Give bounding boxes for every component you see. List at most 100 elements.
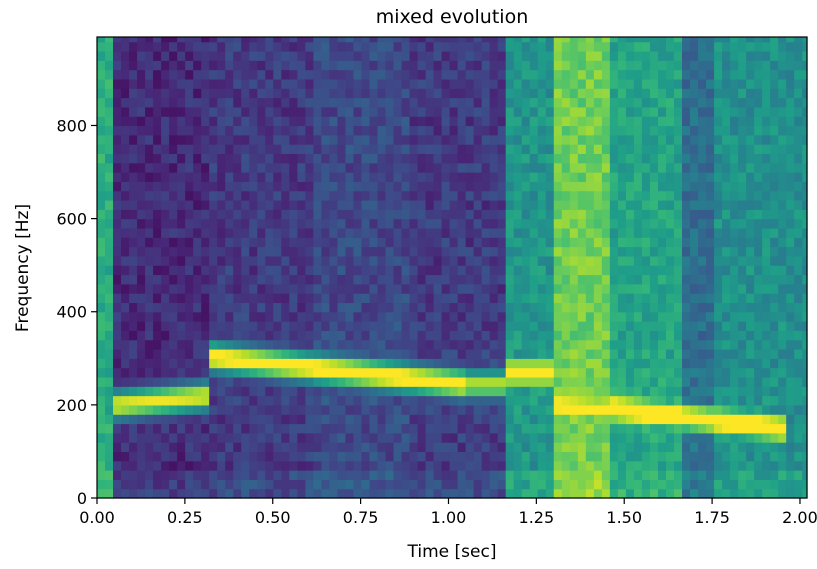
heatmap-cell bbox=[738, 311, 747, 322]
heatmap-cell bbox=[794, 311, 803, 322]
heatmap-cell bbox=[113, 209, 122, 220]
heatmap-cell bbox=[609, 153, 619, 164]
heatmap-cell bbox=[321, 274, 330, 285]
heatmap-cell bbox=[281, 404, 290, 415]
heatmap-cell bbox=[145, 330, 154, 341]
heatmap-cell bbox=[385, 348, 395, 359]
heatmap-cell bbox=[481, 144, 491, 155]
heatmap-cell bbox=[641, 283, 651, 294]
heatmap-cell bbox=[609, 423, 619, 434]
heatmap-cell bbox=[674, 153, 683, 164]
heatmap-cell bbox=[369, 265, 379, 276]
heatmap-cell bbox=[505, 116, 515, 127]
heatmap-cell bbox=[529, 451, 539, 462]
heatmap-cell bbox=[649, 460, 659, 471]
heatmap-cell bbox=[113, 78, 122, 89]
heatmap-cell bbox=[553, 78, 563, 89]
heatmap-cell bbox=[770, 88, 779, 99]
heatmap-cell bbox=[738, 125, 747, 136]
heatmap-cell bbox=[561, 395, 571, 406]
heatmap-cell bbox=[746, 88, 755, 99]
heatmap-cell bbox=[201, 199, 210, 210]
heatmap-cell bbox=[201, 218, 210, 229]
heatmap-cell bbox=[297, 125, 306, 136]
heatmap-cell bbox=[249, 246, 258, 257]
heatmap-cell bbox=[521, 190, 531, 201]
heatmap-cell bbox=[369, 488, 379, 499]
heatmap-cell bbox=[561, 144, 571, 155]
heatmap-cell bbox=[385, 237, 395, 248]
heatmap-cell bbox=[441, 41, 451, 52]
heatmap-cell bbox=[537, 404, 547, 415]
heatmap-cell bbox=[409, 460, 419, 471]
heatmap-cell bbox=[786, 451, 795, 462]
heatmap-cell bbox=[786, 153, 795, 164]
heatmap-cell bbox=[97, 432, 106, 443]
heatmap-cell bbox=[593, 311, 603, 322]
heatmap-cell bbox=[529, 116, 539, 127]
heatmap-cell bbox=[553, 274, 563, 285]
heatmap-cell bbox=[553, 246, 563, 257]
heatmap-cell bbox=[738, 367, 747, 378]
heatmap-cell bbox=[449, 218, 459, 229]
heatmap-cell bbox=[113, 172, 122, 182]
heatmap-cell bbox=[489, 237, 499, 248]
heatmap-cell bbox=[161, 227, 170, 238]
heatmap-cell bbox=[433, 246, 443, 257]
heatmap-cell bbox=[794, 358, 803, 369]
heatmap-cell bbox=[521, 227, 531, 238]
heatmap-cell bbox=[377, 442, 387, 453]
heatmap-cell bbox=[337, 451, 347, 462]
heatmap-cell bbox=[730, 395, 739, 406]
heatmap-cell bbox=[585, 432, 595, 443]
heatmap-cell bbox=[401, 321, 411, 331]
heatmap-cell bbox=[337, 321, 347, 331]
heatmap-cell bbox=[778, 414, 787, 425]
heatmap-cell bbox=[97, 423, 106, 434]
heatmap-cell bbox=[393, 488, 403, 499]
heatmap-cell bbox=[313, 265, 322, 276]
heatmap-cell bbox=[241, 488, 250, 499]
heatmap-cell bbox=[665, 181, 675, 192]
heatmap-cell bbox=[433, 88, 443, 99]
heatmap-cell bbox=[161, 50, 170, 61]
heatmap-cell bbox=[345, 414, 355, 425]
heatmap-cell bbox=[105, 153, 114, 164]
heatmap-cell bbox=[489, 199, 499, 210]
heatmap-cell bbox=[794, 181, 803, 192]
heatmap-cell bbox=[513, 451, 523, 462]
heatmap-cell bbox=[802, 302, 808, 313]
heatmap-cell bbox=[746, 162, 755, 173]
heatmap-cell bbox=[730, 274, 739, 285]
heatmap-cell bbox=[137, 460, 146, 471]
heatmap-cell bbox=[201, 358, 210, 369]
heatmap-cell bbox=[417, 69, 427, 80]
heatmap-cell bbox=[169, 432, 178, 443]
heatmap-cell bbox=[585, 209, 595, 220]
heatmap-cell bbox=[521, 321, 531, 331]
heatmap-cell bbox=[369, 106, 379, 117]
heatmap-cell bbox=[665, 367, 675, 378]
heatmap-cell bbox=[674, 311, 683, 322]
heatmap-cell bbox=[537, 172, 547, 182]
heatmap-cell bbox=[537, 190, 547, 201]
heatmap-cell bbox=[105, 218, 114, 229]
heatmap-cell bbox=[593, 339, 603, 350]
heatmap-cell bbox=[601, 116, 611, 127]
heatmap-cell bbox=[665, 246, 675, 257]
heatmap-cell bbox=[409, 153, 419, 164]
heatmap-cell bbox=[353, 162, 363, 173]
heatmap-cell bbox=[177, 283, 186, 294]
heatmap-cell bbox=[441, 237, 451, 248]
heatmap-cell bbox=[257, 88, 266, 99]
heatmap-cell bbox=[665, 125, 675, 136]
heatmap-cell bbox=[601, 395, 611, 406]
heatmap-cell bbox=[601, 97, 611, 108]
heatmap-cell bbox=[633, 470, 643, 480]
heatmap-cell bbox=[313, 339, 322, 350]
heatmap-cell bbox=[393, 432, 403, 443]
heatmap-cell bbox=[401, 181, 411, 192]
heatmap-cell bbox=[129, 330, 138, 341]
heatmap-cell bbox=[369, 37, 379, 43]
heatmap-cell bbox=[465, 78, 475, 89]
